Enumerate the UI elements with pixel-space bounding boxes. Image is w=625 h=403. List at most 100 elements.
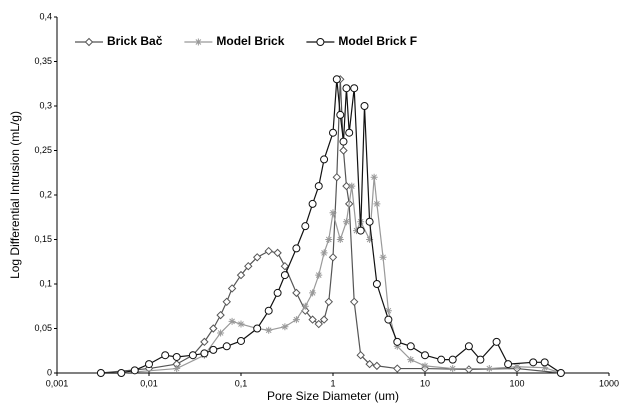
asterisk-marker bbox=[541, 364, 549, 372]
asterisk-marker bbox=[352, 227, 360, 235]
x-tick-label: 10 bbox=[420, 378, 430, 388]
circle-marker bbox=[222, 342, 231, 351]
circle-marker bbox=[421, 351, 429, 360]
diamond-marker bbox=[236, 270, 246, 280]
asterisk-marker bbox=[237, 320, 245, 328]
circle-marker bbox=[320, 155, 329, 164]
circle-marker bbox=[308, 199, 317, 208]
circle-marker bbox=[200, 349, 209, 358]
diamond-marker bbox=[339, 146, 348, 155]
circle-marker bbox=[476, 355, 485, 364]
x-tick-label: 1 bbox=[330, 378, 335, 388]
circle-marker bbox=[365, 217, 374, 226]
asterisk-marker bbox=[315, 271, 323, 279]
diamond-marker bbox=[365, 359, 374, 369]
y-tick-label: 0,1 bbox=[39, 278, 52, 288]
asterisk-marker bbox=[485, 365, 493, 373]
diamond-marker bbox=[227, 284, 237, 293]
asterisk-marker bbox=[217, 329, 225, 337]
circle-marker bbox=[237, 336, 245, 345]
circle-marker bbox=[172, 352, 181, 361]
x-tick-label: 1000 bbox=[599, 378, 619, 388]
asterisk-marker bbox=[421, 362, 429, 370]
circle-marker bbox=[345, 128, 354, 137]
circle-marker bbox=[301, 222, 310, 231]
diamond-marker bbox=[209, 324, 218, 333]
asterisk-marker bbox=[309, 289, 317, 297]
asterisk-marker bbox=[513, 363, 521, 371]
asterisk-marker bbox=[228, 317, 236, 325]
asterisk-marker bbox=[373, 200, 381, 208]
asterisk-marker bbox=[366, 236, 374, 243]
circle-marker bbox=[448, 355, 457, 364]
x-tick-label: 0,001 bbox=[46, 378, 69, 388]
circle-marker bbox=[316, 38, 325, 46]
circle-marker bbox=[360, 102, 369, 110]
y-axis-title: Log Differential Intrusion (mL/g) bbox=[8, 111, 22, 279]
x-tick-label: 0,01 bbox=[140, 378, 158, 388]
circle-marker bbox=[492, 337, 501, 346]
diamond-marker bbox=[216, 310, 225, 320]
diamond-marker bbox=[244, 261, 253, 271]
circle-marker bbox=[130, 366, 139, 375]
circle-marker bbox=[350, 84, 359, 93]
x-axis-title: Pore Size Diameter (um) bbox=[267, 389, 399, 403]
circle-marker bbox=[253, 324, 262, 333]
circle-marker bbox=[339, 137, 348, 146]
diamond-marker bbox=[280, 261, 290, 271]
diamond-marker bbox=[464, 365, 474, 374]
circle-marker bbox=[556, 369, 565, 377]
asterisk-marker bbox=[449, 365, 457, 373]
asterisk-marker bbox=[281, 323, 289, 331]
diamond-marker bbox=[393, 364, 402, 373]
asterisk-marker bbox=[320, 249, 328, 257]
circle-marker bbox=[145, 360, 153, 369]
legend-label: Brick Bač bbox=[107, 34, 163, 48]
x-tick-label: 0,1 bbox=[235, 378, 248, 388]
circle-marker bbox=[332, 75, 341, 84]
y-tick-label: 0,05 bbox=[34, 323, 52, 333]
y-tick-label: 0,25 bbox=[34, 145, 52, 155]
circle-marker bbox=[273, 288, 282, 297]
circle-marker bbox=[264, 306, 273, 315]
asterisk-marker bbox=[173, 365, 181, 373]
circle-marker bbox=[464, 342, 473, 351]
circle-marker bbox=[529, 358, 538, 367]
y-tick-label: 0,2 bbox=[39, 189, 52, 199]
legend-label: Model Brick F bbox=[338, 34, 417, 48]
diamond-marker bbox=[200, 337, 209, 347]
asterisk-marker bbox=[336, 236, 344, 243]
diamond-marker bbox=[342, 181, 351, 191]
diamond-marker bbox=[356, 350, 365, 360]
circle-marker bbox=[314, 182, 323, 191]
diamond-marker bbox=[308, 315, 317, 324]
circle-marker bbox=[188, 351, 197, 360]
circle-marker bbox=[540, 358, 549, 367]
y-tick-label: 0,35 bbox=[34, 56, 52, 66]
circle-marker bbox=[356, 226, 365, 235]
asterisk-marker bbox=[325, 236, 333, 243]
circle-marker bbox=[292, 244, 301, 253]
diamond-marker bbox=[372, 361, 382, 371]
asterisk-marker bbox=[407, 356, 415, 364]
y-tick-label: 0 bbox=[47, 367, 52, 377]
asterisk-marker bbox=[194, 38, 202, 46]
circle-marker bbox=[96, 369, 105, 377]
circle-marker bbox=[406, 342, 415, 351]
circle-marker bbox=[209, 345, 218, 354]
asterisk-marker bbox=[348, 182, 356, 190]
asterisk-marker bbox=[301, 302, 309, 310]
asterisk-marker bbox=[384, 307, 392, 315]
circle-marker bbox=[329, 128, 337, 137]
circle-marker bbox=[393, 337, 402, 346]
diamond-marker bbox=[349, 297, 359, 307]
circle-marker bbox=[161, 351, 170, 360]
series-line bbox=[121, 177, 562, 374]
diamond-marker bbox=[222, 297, 231, 307]
diamond-marker bbox=[292, 288, 301, 298]
diamond-marker bbox=[328, 253, 338, 262]
diamond-marker bbox=[314, 319, 323, 329]
diamond-marker bbox=[319, 315, 329, 324]
diamond-marker bbox=[84, 37, 94, 47]
diamond-marker bbox=[332, 172, 342, 182]
